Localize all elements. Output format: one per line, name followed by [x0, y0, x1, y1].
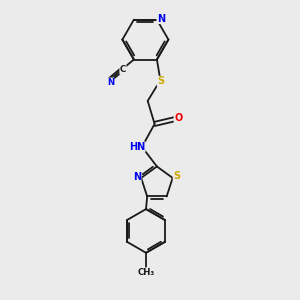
Text: HN: HN: [129, 142, 145, 152]
Text: N: N: [157, 14, 165, 23]
Text: CH₃: CH₃: [137, 268, 154, 277]
Text: C: C: [120, 65, 126, 74]
Text: N: N: [107, 78, 114, 87]
Text: S: S: [173, 171, 180, 181]
Text: N: N: [133, 172, 141, 182]
Text: S: S: [157, 76, 164, 86]
Text: O: O: [174, 113, 182, 123]
